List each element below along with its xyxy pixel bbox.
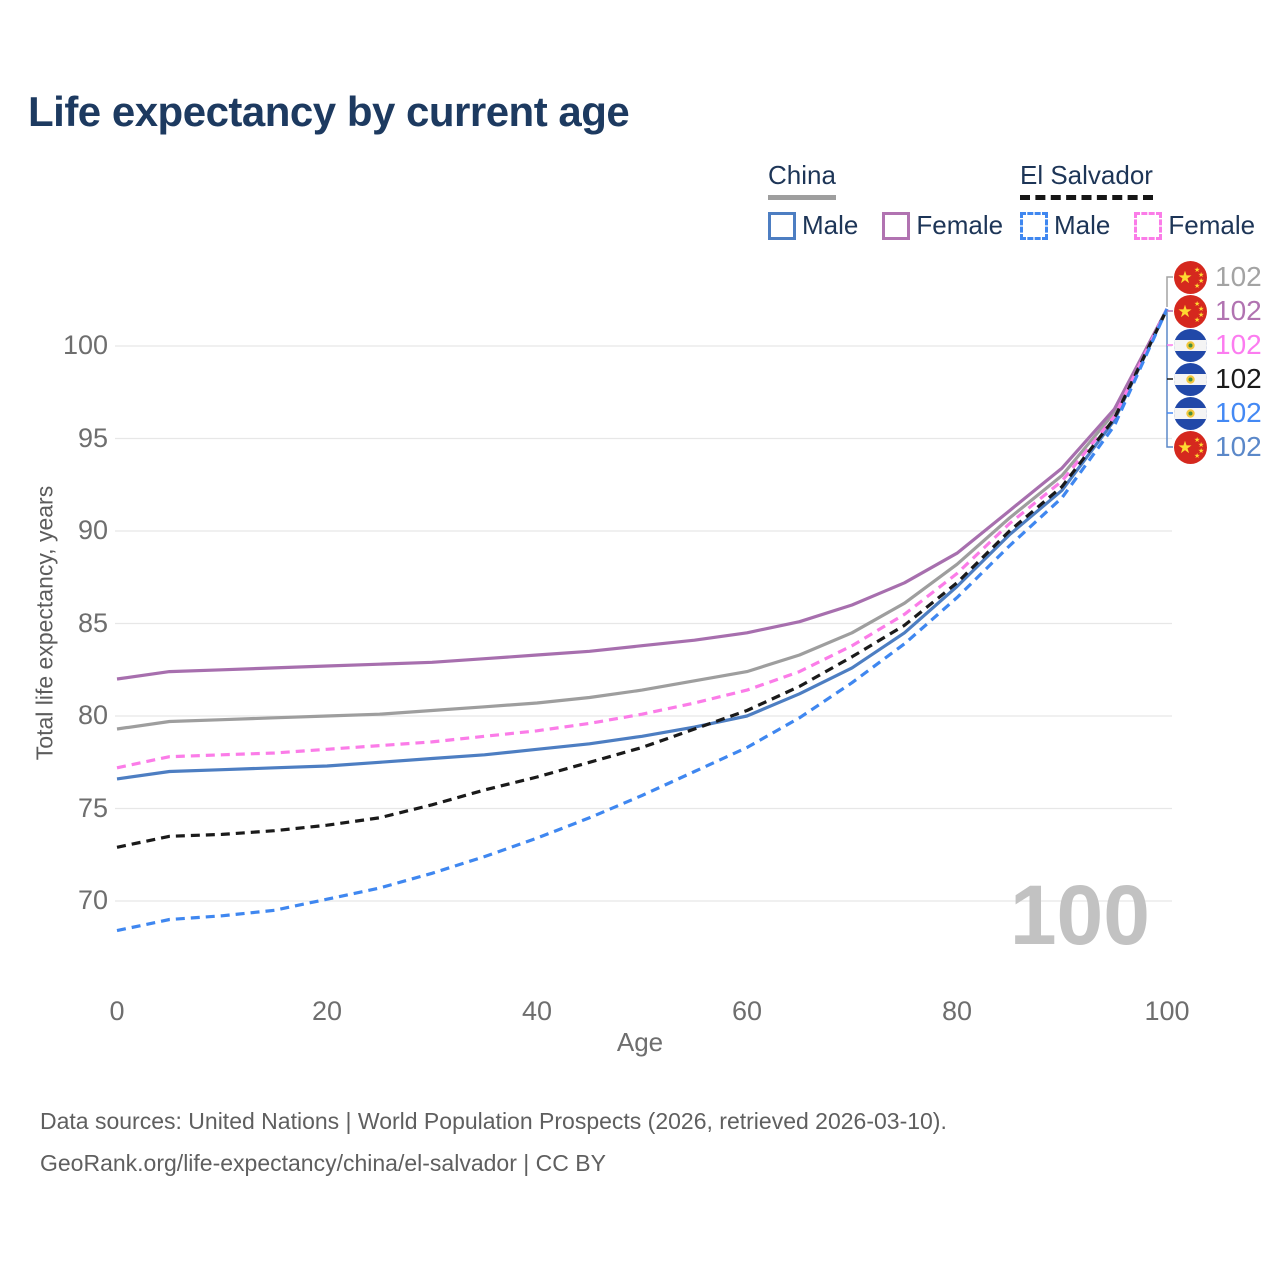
y-tick-90: 90 <box>77 515 108 545</box>
svg-text:★: ★ <box>1198 305 1204 313</box>
end-value-china-male: 102 <box>1215 431 1262 462</box>
legend-group-china: China Male Female <box>768 160 1027 241</box>
x-tick-100: 100 <box>1144 996 1190 1026</box>
series-line-china-female[interactable] <box>116 308 1169 681</box>
svg-text:★: ★ <box>1177 268 1192 287</box>
svg-text:★: ★ <box>1194 300 1200 308</box>
footer-attribution: GeoRank.org/life-expectancy/china/el-sal… <box>40 1150 606 1176</box>
svg-text:★: ★ <box>1194 436 1200 444</box>
svg-text:★: ★ <box>1198 277 1204 285</box>
series-line-el-salvador-male[interactable] <box>116 308 1169 933</box>
end-value-china-both: 102 <box>1215 261 1262 292</box>
series-line-el-salvador-female[interactable] <box>116 308 1169 770</box>
y-tick-100: 100 <box>62 330 108 360</box>
series-line-china-both[interactable] <box>116 308 1169 731</box>
svg-text:★: ★ <box>1194 282 1200 290</box>
legend-label-el-salvador-female[interactable]: Female <box>1168 210 1256 240</box>
legend-swatch-china-male[interactable] <box>768 211 796 240</box>
series-line-china-male[interactable] <box>116 308 1169 781</box>
end-label-el-salvador-male: 102 <box>1174 396 1262 430</box>
svg-text:★: ★ <box>1194 316 1200 324</box>
el-salvador-flag-icon <box>1174 396 1207 430</box>
gridlines <box>115 345 1172 902</box>
china-flag-icon: ★ ★★★★ <box>1174 260 1207 294</box>
end-label-china-male: ★ ★ ★ ★ ★ 102 <box>1174 430 1262 464</box>
end-value-el-salvador-female: 102 <box>1215 329 1262 360</box>
legend-title-el-salvador[interactable]: El Salvador <box>1020 160 1153 200</box>
legend-group-el-salvador: El Salvador Male Female <box>1020 160 1279 241</box>
legend-label-china-female[interactable]: Female <box>916 210 1004 240</box>
x-tick-60: 60 <box>731 996 763 1026</box>
end-value-china-female: 102 <box>1215 295 1262 326</box>
end-label-el-salvador-both: 102 <box>1174 362 1262 396</box>
svg-text:★: ★ <box>1198 271 1204 279</box>
x-tick-0: 0 <box>109 996 125 1026</box>
y-tick-75: 75 <box>77 792 108 823</box>
china-flag-icon: ★ ★★★★ <box>1174 430 1207 464</box>
y-tick-70: 70 <box>77 885 108 915</box>
x-tick-20: 20 <box>311 996 343 1026</box>
series-lines <box>116 308 1169 933</box>
svg-text:★: ★ <box>1198 447 1204 455</box>
legend-swatch-china-female[interactable] <box>882 211 911 240</box>
x-axis-title: Age <box>616 1027 664 1057</box>
end-label-china-female: ★ ★ ★ ★ ★ 102 <box>1174 294 1262 328</box>
page-title: Life expectancy by current age <box>28 88 630 135</box>
el-salvador-flag-icon <box>1174 328 1207 362</box>
legend-swatch-el-salvador-male[interactable] <box>1020 211 1048 240</box>
end-label-china-both: ★ ★ ★ ★ ★ 102 <box>1174 260 1262 294</box>
watermark-age-counter: 100 <box>1010 868 1150 962</box>
leader-line <box>1166 312 1173 448</box>
end-label-leader-lines <box>1166 276 1173 448</box>
y-tick-80: 80 <box>77 700 108 730</box>
svg-text:★: ★ <box>1194 266 1200 274</box>
china-flag-icon: ★ ★★★★ <box>1174 294 1207 328</box>
svg-text:★: ★ <box>1194 452 1200 460</box>
y-tick-85: 85 <box>77 607 108 638</box>
end-value-el-salvador-both: 102 <box>1215 363 1262 394</box>
footer-data-sources: Data sources: United Nations | World Pop… <box>40 1108 947 1134</box>
svg-text:★: ★ <box>1198 311 1204 319</box>
legend-label-china-male[interactable]: Male <box>802 210 859 240</box>
svg-text:★: ★ <box>1177 302 1192 321</box>
x-tick-80: 80 <box>941 996 973 1026</box>
end-label-el-salvador-female: 102 <box>1174 328 1262 362</box>
y-tick-95: 95 <box>77 422 108 453</box>
end-value-el-salvador-male: 102 <box>1215 397 1262 428</box>
el-salvador-flag-icon <box>1174 362 1207 396</box>
leader-line <box>1166 276 1173 307</box>
x-tick-40: 40 <box>521 996 553 1026</box>
legend-label-el-salvador-male[interactable]: Male <box>1054 210 1111 240</box>
svg-text:★: ★ <box>1198 441 1204 449</box>
svg-text:★: ★ <box>1177 438 1192 457</box>
legend-title-china[interactable]: China <box>768 160 836 200</box>
legend-swatch-el-salvador-female[interactable] <box>1134 211 1163 240</box>
